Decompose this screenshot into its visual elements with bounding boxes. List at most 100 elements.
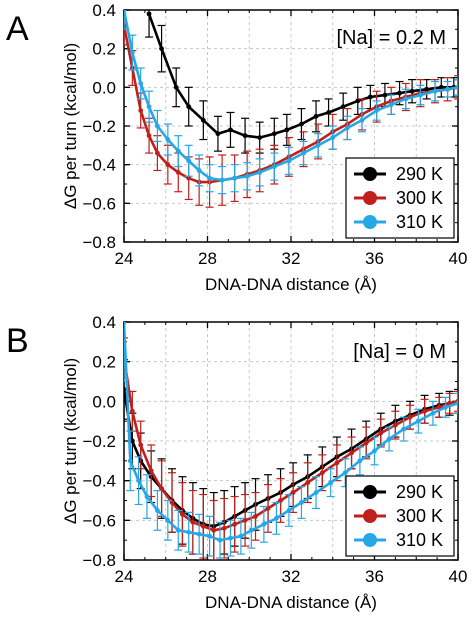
data-point (228, 127, 233, 133)
legend: 290 K 300 K 310 K (345, 475, 455, 557)
data-point (124, 322, 127, 325)
data-point (432, 88, 438, 94)
y-tick-label: −0.8 (82, 233, 116, 252)
data-point (438, 84, 444, 90)
data-point (155, 150, 160, 156)
data-point (165, 137, 171, 142)
data-point (443, 404, 448, 410)
data-point (257, 135, 263, 141)
data-point (401, 426, 407, 432)
y-tick-label: −0.4 (82, 156, 116, 175)
y-tick-label: −0.2 (82, 117, 116, 136)
data-point (392, 422, 398, 428)
series-line (124, 25, 458, 184)
data-point (455, 84, 458, 90)
data-point (146, 104, 152, 110)
data-point (242, 133, 248, 139)
data-point (299, 500, 304, 505)
data-point (232, 175, 238, 181)
data-point (273, 515, 279, 521)
legend-label: 300 K (396, 188, 443, 208)
data-point (313, 490, 319, 495)
data-point (422, 408, 427, 414)
legend-label: 290 K (396, 164, 443, 184)
y-tick-label: 0.0 (92, 78, 116, 97)
legend-label: 310 K (396, 530, 443, 550)
legend-marker (363, 533, 377, 547)
data-point (374, 108, 379, 113)
data-point (326, 110, 331, 115)
data-point (124, 387, 127, 392)
data-point (207, 533, 212, 539)
x-tick-label: 32 (282, 249, 301, 268)
data-point (186, 529, 192, 535)
data-point (328, 480, 334, 486)
y-tick-label: 0.4 (92, 313, 116, 332)
data-point (418, 92, 423, 98)
y-tick-label: −0.6 (82, 194, 116, 213)
data-point (244, 173, 250, 179)
data-point (200, 523, 206, 529)
data-point (424, 86, 430, 92)
data-point (299, 121, 304, 127)
data-point (386, 436, 392, 442)
y-tick-label: −0.8 (82, 551, 116, 570)
data-point (301, 150, 306, 156)
series-line (124, 10, 458, 182)
plot-area (124, 10, 458, 208)
data-point (175, 170, 181, 175)
y-tick-label: 0.4 (92, 1, 116, 20)
plot-area (124, 322, 458, 560)
x-tick-label: 24 (115, 567, 134, 586)
series-line (147, 13, 458, 139)
data-point (232, 521, 238, 527)
data-point (430, 410, 436, 416)
data-point (180, 511, 185, 517)
data-point (445, 86, 450, 92)
data-point (415, 418, 421, 424)
data-point (196, 531, 202, 537)
x-axis-label: DNA-DNA distance (Å) (205, 275, 377, 294)
data-point (319, 470, 325, 476)
panel-a: 0.4 0.2 0.0 −0.2 −0.4 −0.6 −0.824 28 32 36 40 DNA-D… (6, 1, 467, 294)
x-tick-label: 28 (198, 567, 217, 586)
data-point (382, 92, 388, 98)
data-point (190, 519, 196, 525)
y-tick-label: −0.2 (82, 432, 116, 451)
y-axis-label: ΔG per turn (kcal/mol) (61, 43, 80, 209)
data-point (138, 81, 144, 86)
data-point (186, 104, 192, 110)
panel-letter: B (6, 322, 29, 360)
data-point (397, 90, 402, 96)
data-point (403, 96, 409, 102)
data-point (378, 430, 384, 436)
data-point (407, 414, 413, 420)
x-tick-label: 40 (449, 567, 468, 586)
series-300-k (124, 337, 458, 560)
data-point (349, 450, 354, 456)
data-point (363, 440, 369, 446)
data-point (271, 131, 277, 137)
data-point (165, 517, 171, 523)
data-point (257, 170, 263, 175)
data-point (175, 148, 181, 154)
x-tick-label: 36 (365, 567, 384, 586)
panel-b: 0.4 0.2 0.0 −0.2 −0.4 −0.6 −0.824 28 32 36 40 DNA-D… (6, 313, 468, 612)
legend-marker (363, 215, 377, 229)
data-point (290, 490, 296, 495)
data-point (165, 162, 171, 168)
data-point (286, 508, 292, 513)
data-point (207, 175, 212, 181)
data-point (217, 537, 223, 543)
data-point (271, 164, 277, 170)
data-point (155, 508, 160, 513)
data-point (278, 498, 283, 503)
data-point (146, 11, 152, 17)
data-point (286, 158, 292, 164)
data-point (138, 108, 144, 113)
legend-marker (363, 191, 377, 205)
data-point (340, 104, 346, 110)
data-point (144, 494, 150, 499)
data-point (367, 94, 373, 100)
